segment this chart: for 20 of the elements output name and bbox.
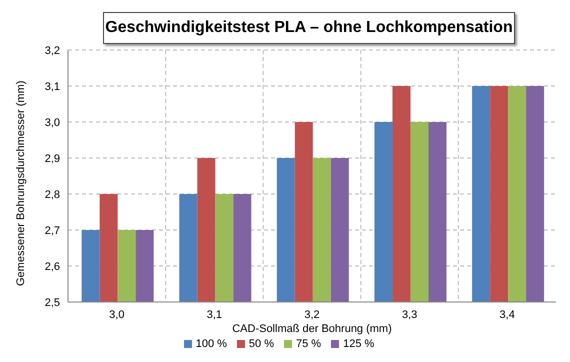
y-axis-title: Gemessener Bohrungsdurchmesser (mm) — [14, 80, 27, 286]
y-tick-label: 2,7 — [44, 224, 60, 237]
legend-label: 125 % — [343, 338, 374, 350]
y-tick-label: 2,5 — [44, 296, 60, 309]
x-tick-label: 3,3 — [402, 308, 418, 321]
legend-label: 100 % — [196, 338, 227, 350]
legend-label: 75 % — [296, 338, 322, 350]
x-tick-label: 3,0 — [109, 308, 124, 321]
x-tick-label: 3,1 — [206, 308, 222, 321]
y-tick-label: 2,6 — [44, 260, 60, 273]
legend-label: 50 % — [248, 338, 274, 350]
chart-title: Geschwindigkeitstest PLA – ohne Lochkompensation — [103, 12, 515, 44]
y-tick-label: 2,8 — [44, 188, 60, 201]
x-tick-label: 3,2 — [304, 308, 320, 321]
y-tick-label: 3,1 — [44, 80, 60, 93]
y-tick-label: 2,9 — [44, 152, 60, 165]
y-tick-label: 3,2 — [44, 44, 60, 57]
y-tick-label: 3,0 — [44, 116, 60, 129]
x-tick-label: 3,4 — [500, 308, 515, 321]
x-axis-title: CAD-Sollmaß der Bohrung (mm) — [232, 323, 392, 335]
